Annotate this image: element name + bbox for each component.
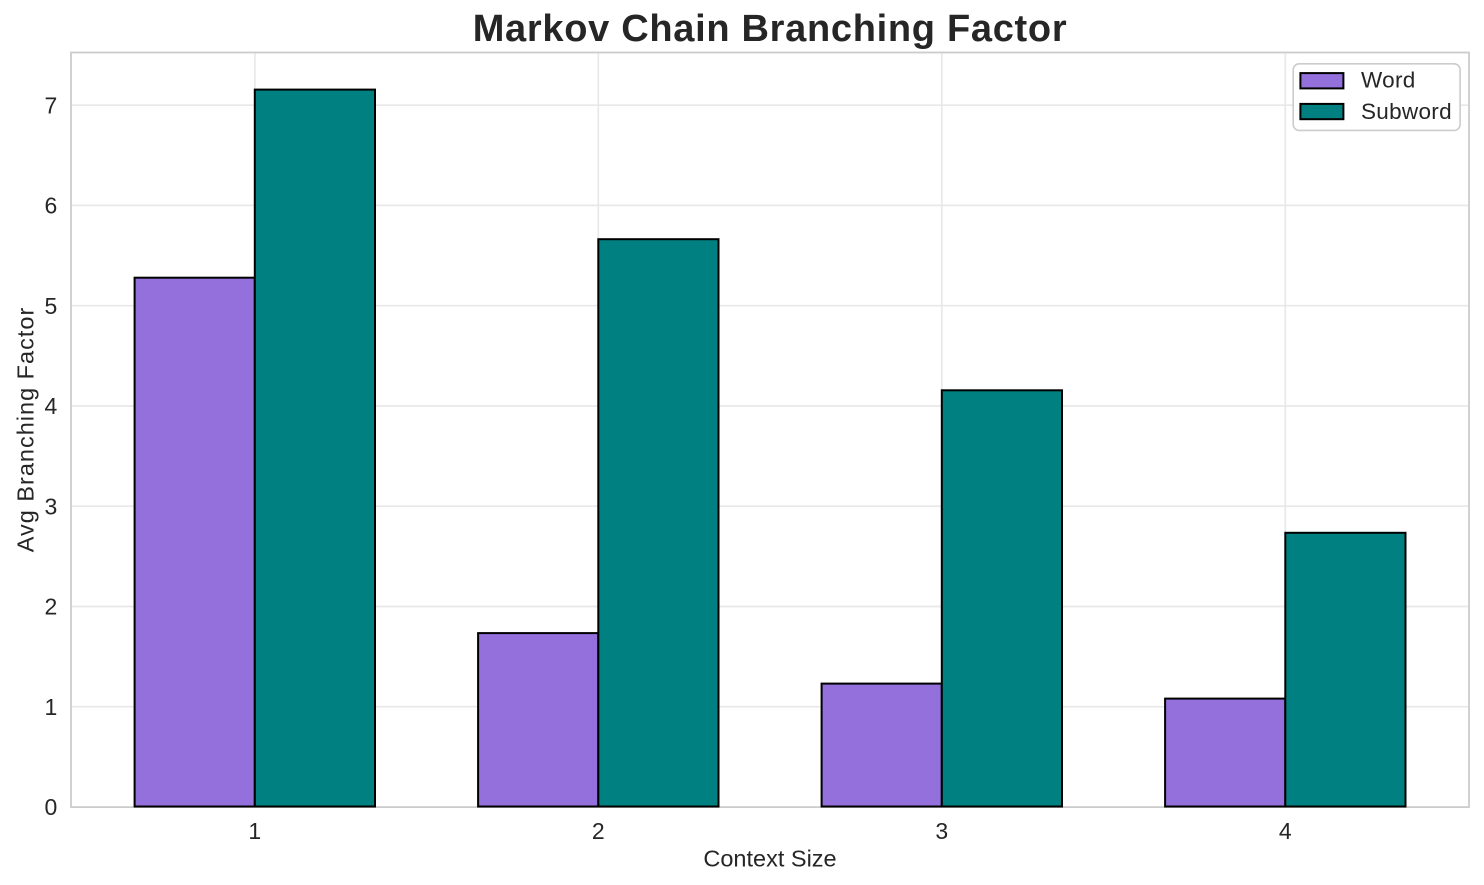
- svg-text:1: 1: [45, 694, 58, 720]
- svg-text:5: 5: [45, 293, 58, 319]
- svg-text:4: 4: [1279, 818, 1292, 844]
- svg-text:3: 3: [935, 818, 948, 844]
- svg-text:4: 4: [45, 393, 58, 419]
- svg-text:Context Size: Context Size: [703, 845, 836, 871]
- svg-text:3: 3: [45, 493, 58, 519]
- svg-text:2: 2: [45, 594, 58, 620]
- svg-text:1: 1: [248, 818, 261, 844]
- svg-text:6: 6: [45, 193, 58, 219]
- svg-text:7: 7: [45, 92, 58, 118]
- svg-text:0: 0: [45, 794, 58, 820]
- svg-text:Avg Branching Factor: Avg Branching Factor: [12, 307, 38, 553]
- svg-text:2: 2: [592, 818, 605, 844]
- svg-text:Word: Word: [1361, 68, 1416, 93]
- svg-text:Markov Chain Branching Factor: Markov Chain Branching Factor: [473, 8, 1068, 50]
- svg-text:Subword: Subword: [1361, 99, 1452, 124]
